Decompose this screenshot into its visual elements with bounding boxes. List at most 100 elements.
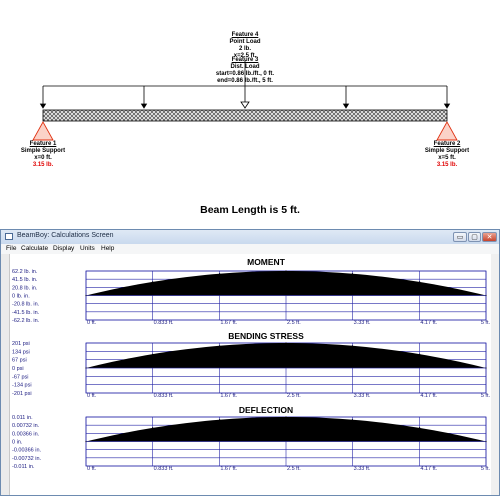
feature2-label: Feature 2 Simple Support x=5 ft. 3.15 lb…: [417, 141, 477, 169]
moment-x-tick-label: 0 ft.: [87, 320, 97, 326]
deflection-x-tick-label: 5 ft.: [481, 466, 491, 472]
feature4-line: Point Load: [229, 39, 261, 45]
moment-title: MOMENT: [247, 257, 286, 267]
moment-y-tick-label: -20.8 lb. in.: [12, 302, 40, 308]
moment-area: [86, 271, 486, 296]
deflection-y-tick-label: 0.00732 in.: [12, 423, 40, 429]
deflection-x-tick-label: 3.33 ft.: [354, 466, 371, 472]
feature2-line: x=5 ft.: [438, 155, 456, 161]
deflection-x-tick-label: 0 ft.: [87, 466, 97, 472]
title-bar[interactable]: BeamBoy: Calculations Screen ▭ ▢ ✕: [1, 230, 499, 244]
feature1-label: Feature 1 Simple Support x=0 ft. 3.15 lb…: [13, 141, 73, 169]
moment-y-tick-label: 62.2 lb. in.: [12, 269, 38, 275]
menu-bar: File Calculate Display Units Help: [1, 244, 499, 254]
beam: [42, 109, 448, 122]
deflection-x-tick-label: 2.5 ft.: [287, 466, 301, 472]
feature1-reaction: 3.15 lb.: [32, 162, 54, 168]
feature1-title: Feature 1: [29, 141, 57, 147]
deflection-y-tick-label: 0 in.: [12, 440, 23, 446]
moment-y-tick-label: -62.2 lb. in.: [12, 318, 40, 324]
support-left: [32, 121, 54, 141]
moment-data-point: [285, 270, 287, 272]
menu-help[interactable]: Help: [101, 245, 115, 252]
feature3-line: Dist. Load: [230, 64, 260, 70]
bending-stress-area: [86, 343, 486, 368]
deflection-y-tick-label: -0.011 in.: [12, 464, 35, 470]
bending-stress-data-point: [152, 353, 154, 355]
feature3-label: Feature 3 Dist. Load start=0.86 lb./ft.,…: [205, 57, 285, 85]
feature3-line: start=0.86 lb./ft., 0 ft.: [215, 71, 275, 77]
moment-y-tick-label: 41.5 lb. in.: [12, 277, 38, 283]
beam-length-label: Beam Length is 5 ft.: [200, 204, 300, 216]
moment-y-tick-label: 20.8 lb. in.: [12, 285, 38, 291]
scrollbar[interactable]: [491, 254, 499, 495]
feature2-line: Simple Support: [424, 148, 470, 154]
moment-data-point: [152, 281, 154, 283]
moment-x-tick-label: 5 ft.: [481, 320, 491, 326]
bending-stress-y-tick-label: 134 psi: [12, 349, 30, 355]
moment-y-tick-label: 0 lb. in.: [12, 294, 30, 300]
deflection-data-point: [152, 427, 154, 429]
feature3-title: Feature 3: [231, 57, 259, 63]
app-icon: [5, 233, 13, 240]
window-title: BeamBoy: Calculations Screen: [17, 232, 114, 239]
bending-stress-y-tick-label: -201 psi: [12, 391, 32, 397]
moment-x-tick-label: 2.5 ft.: [287, 320, 301, 326]
feature2-title: Feature 2: [433, 141, 461, 147]
feature4-line: 2 lb.: [238, 46, 251, 52]
deflection-y-tick-label: 0.011 in.: [12, 415, 33, 421]
bending-stress-y-tick-label: -67 psi: [12, 374, 29, 380]
calculations-window: BeamBoy: Calculations Screen ▭ ▢ ✕ File …: [0, 229, 500, 496]
moment-x-tick-label: 1.67 ft.: [220, 320, 237, 326]
deflection-y-tick-label: -0.00366 in.: [12, 448, 42, 454]
bending-stress-y-tick-label: 201 psi: [12, 341, 30, 347]
bending-stress-y-tick-label: 67 psi: [12, 358, 27, 364]
bending-stress-x-tick-label: 0.833 ft.: [154, 393, 174, 399]
bending-stress-title: BENDING STRESS: [228, 331, 304, 341]
bending-stress-x-tick-label: 5 ft.: [481, 393, 491, 399]
beam-diagram: Feature 4 Point Load 2 lb. x=2.5 ft. Fea…: [0, 0, 500, 232]
moment-data-point: [351, 273, 353, 275]
menu-units[interactable]: Units: [80, 245, 95, 252]
beam-drawing: [32, 60, 458, 141]
bending-stress-x-tick-label: 2.5 ft.: [287, 393, 301, 399]
bending-stress-x-tick-label: 4.17 ft.: [420, 393, 437, 399]
minimize-button[interactable]: ▭: [453, 232, 467, 242]
feature1-line: Simple Support: [20, 148, 66, 154]
deflection-data-point: [285, 416, 287, 418]
moment-y-tick-label: -41.5 lb. in.: [12, 310, 40, 316]
deflection-data-point: [419, 427, 421, 429]
deflection-area: [86, 417, 486, 442]
deflection-x-tick-label: 4.17 ft.: [420, 466, 437, 472]
support-right: [436, 121, 458, 141]
bending-stress-data-point: [285, 342, 287, 344]
bending-stress-x-tick-label: 3.33 ft.: [354, 393, 371, 399]
feature4-title: Feature 4: [231, 32, 259, 38]
feature2-reaction: 3.15 lb.: [436, 162, 458, 168]
moment-x-tick-label: 0.833 ft.: [154, 320, 174, 326]
deflection-y-tick-label: 0.00366 in.: [12, 431, 40, 437]
close-button[interactable]: ✕: [482, 232, 497, 242]
maximize-button[interactable]: ▢: [468, 232, 481, 242]
menu-display[interactable]: Display: [53, 245, 75, 252]
charts-area: 62.2 lb. in. 41.5 lb. in. 20.8 lb. in. 0 lb…: [12, 257, 491, 472]
deflection-x-tick-label: 1.67 ft.: [220, 466, 237, 472]
moment-x-tick-label: 4.17 ft.: [420, 320, 437, 326]
bending-stress-data-point: [219, 345, 221, 347]
menu-file[interactable]: File: [6, 245, 17, 252]
menu-calculate[interactable]: Calculate: [21, 245, 49, 252]
feature3-line: end=0.86 lb./ft., 5 ft.: [217, 78, 273, 84]
deflection-y-tick-label: -0.00732 in.: [12, 456, 42, 462]
dist-load-arrows: [39, 86, 451, 109]
bending-stress-y-tick-label: 0 psi: [12, 366, 24, 372]
deflection-x-tick-label: 0.833 ft.: [154, 466, 174, 472]
moment-data-point: [419, 281, 421, 283]
left-panel: [1, 254, 10, 495]
deflection-data-point: [351, 419, 353, 421]
deflection-title: DEFLECTION: [239, 405, 293, 415]
bending-stress-x-tick-label: 1.67 ft.: [220, 393, 237, 399]
bending-stress-y-tick-label: -134 psi: [12, 383, 32, 389]
deflection-data-point: [219, 419, 221, 421]
feature1-line: x=0 ft.: [34, 155, 52, 161]
moment-data-point: [219, 273, 221, 275]
